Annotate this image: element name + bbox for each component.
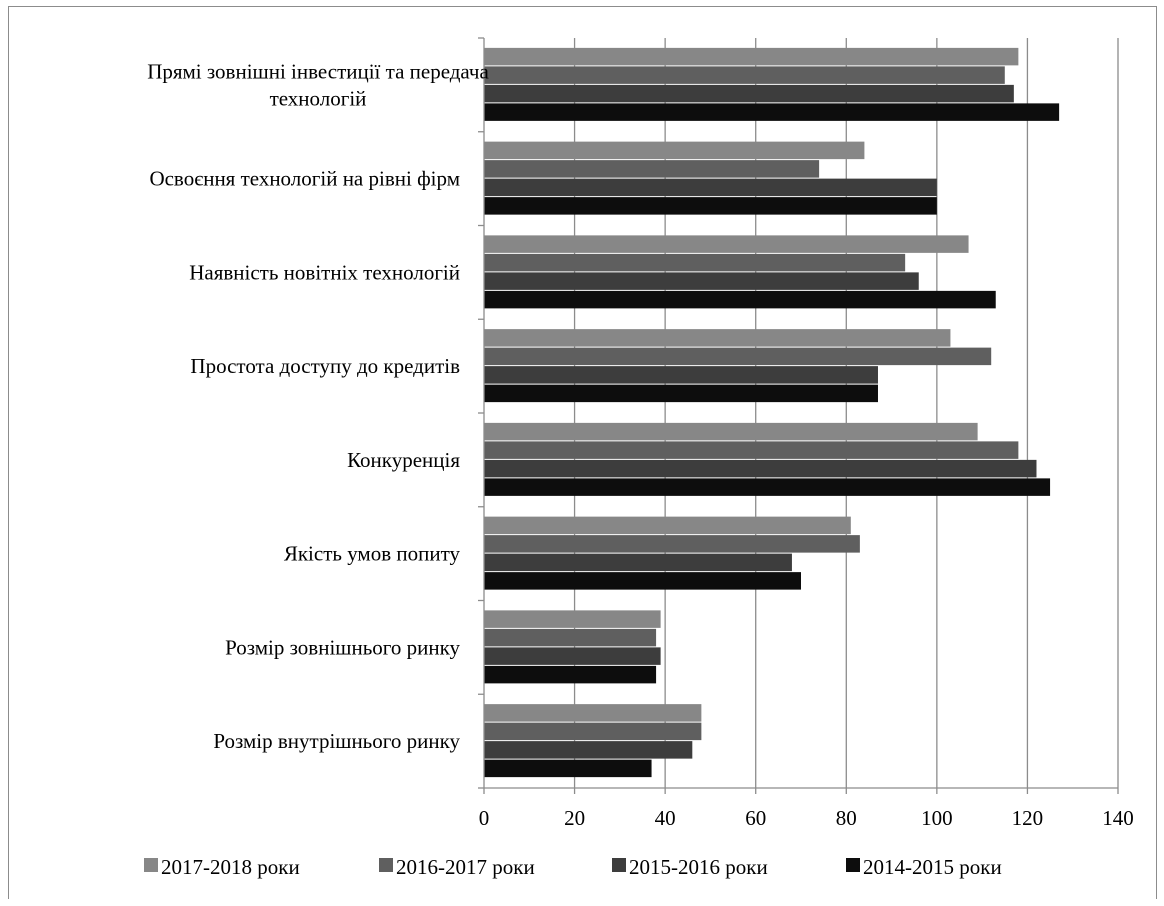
bar-2017-2018-роки-3 — [484, 235, 969, 253]
bar-2015-2016-роки-1 — [484, 84, 1014, 103]
bar-2014-2015-роки-7 — [484, 665, 657, 684]
bar-2015-2016-роки-7 — [484, 647, 661, 665]
bar-2014-2015-роки-5 — [484, 478, 1051, 496]
bar-2017-2018-роки-7 — [484, 610, 661, 628]
bar-2017-2018-роки-1 — [484, 47, 1019, 66]
x-tick-label: 20 — [564, 806, 585, 830]
category-label: Розмір зовнішнього ринку — [225, 635, 460, 659]
bar-2015-2016-роки-8 — [484, 741, 693, 759]
legend-label: 2014-2015 роки — [863, 855, 1002, 879]
x-tick-label: 0 — [479, 806, 490, 830]
x-tick-label: 140 — [1102, 806, 1134, 830]
axes — [478, 37, 1119, 794]
category-labels: Прямі зовнішні інвестиції та передача тех… — [147, 59, 489, 753]
category-label: Наявність новітніх технологій — [189, 260, 460, 284]
legend-label: 2017-2018 роки — [161, 855, 300, 879]
bar-2015-2016-роки-5 — [484, 459, 1037, 478]
x-tick-label: 80 — [836, 806, 857, 830]
category-label: Розмір внутрішнього ринку — [213, 729, 460, 753]
category-label: технологій — [270, 86, 367, 110]
legend-label: 2015-2016 роки — [629, 855, 768, 879]
bar-2014-2015-роки-3 — [484, 290, 996, 309]
bar-2015-2016-роки-2 — [484, 178, 937, 197]
x-tick-label: 100 — [921, 806, 953, 830]
x-tick-labels: 0 20 40 60 80 100 120 140 — [479, 806, 1134, 830]
x-tick-label: 60 — [745, 806, 766, 830]
legend-swatch — [379, 858, 393, 872]
bar-2016-2017-роки-5 — [484, 441, 1019, 459]
bars — [484, 47, 1060, 778]
legend-label: 2016-2017 роки — [396, 855, 535, 879]
bar-2016-2017-роки-1 — [484, 66, 1005, 84]
category-label: Простота доступу до кредитів — [190, 354, 460, 378]
legend-swatch — [144, 858, 158, 872]
category-label: Освоєння технологій на рівні фірм — [149, 167, 460, 191]
x-tick-label: 120 — [1012, 806, 1044, 830]
bar-2015-2016-роки-6 — [484, 553, 792, 572]
bar-2014-2015-роки-4 — [484, 384, 878, 403]
bar-2014-2015-роки-6 — [484, 572, 801, 590]
bar-2017-2018-роки-2 — [484, 141, 865, 160]
bar-2014-2015-роки-2 — [484, 197, 937, 215]
bar-2017-2018-роки-5 — [484, 422, 978, 441]
bar-2014-2015-роки-8 — [484, 759, 652, 778]
bar-2016-2017-роки-7 — [484, 628, 657, 647]
bar-2015-2016-роки-3 — [484, 272, 919, 290]
bar-2017-2018-роки-6 — [484, 516, 851, 535]
bar-2016-2017-роки-4 — [484, 347, 992, 366]
category-label: Прямі зовнішні інвестиції та передача — [147, 59, 489, 83]
x-tick-label: 40 — [655, 806, 676, 830]
bar-2017-2018-роки-4 — [484, 329, 951, 347]
category-label: Якість умов попиту — [284, 542, 461, 566]
category-label: Конкуренція — [347, 448, 460, 472]
bar-2016-2017-роки-6 — [484, 535, 860, 553]
bar-2016-2017-роки-2 — [484, 160, 820, 178]
legend-swatch — [612, 858, 626, 872]
bar-2015-2016-роки-4 — [484, 366, 878, 384]
bar-2016-2017-роки-8 — [484, 722, 702, 741]
bar-2016-2017-роки-3 — [484, 253, 906, 272]
legend-swatch — [846, 858, 860, 872]
legend: 2017-2018 роки 2016-2017 роки 2015-2016 ро… — [144, 855, 1002, 879]
bar-2014-2015-роки-1 — [484, 103, 1060, 121]
bar-2017-2018-роки-8 — [484, 704, 702, 722]
